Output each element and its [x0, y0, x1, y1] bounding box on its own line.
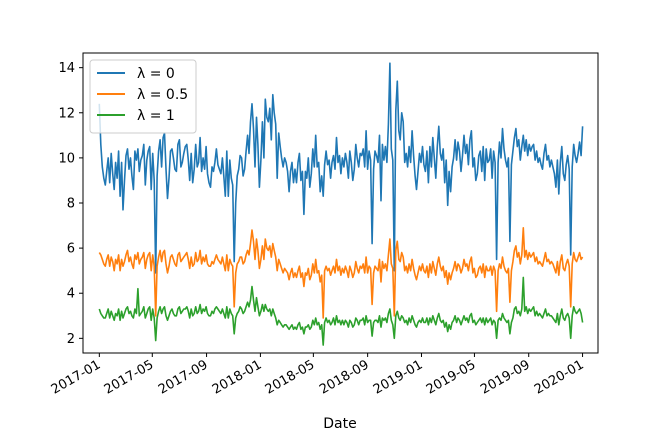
- legend-label: λ = 0.5: [137, 87, 188, 103]
- y-axis: 2 4 6 8 10 12 14: [58, 61, 83, 347]
- y-tick-label: 14: [58, 61, 75, 76]
- y-tick-label: 2: [67, 332, 75, 347]
- y-tick-label: 10: [58, 151, 75, 166]
- legend: λ = 0 λ = 0.5 λ = 1: [89, 59, 197, 134]
- y-tick-label: 6: [67, 242, 75, 257]
- legend-label: λ = 1: [137, 108, 175, 124]
- series-line-0: [98, 62, 584, 274]
- y-tick-label: 12: [58, 106, 75, 121]
- x-axis-label: Date: [323, 416, 356, 432]
- y-tick-label: 8: [67, 197, 75, 212]
- series-line-2: [98, 276, 584, 346]
- series-line-1: [98, 227, 584, 319]
- plot-area: [98, 62, 584, 346]
- y-tick-label: 4: [67, 287, 75, 302]
- legend-label: λ = 0: [137, 66, 175, 82]
